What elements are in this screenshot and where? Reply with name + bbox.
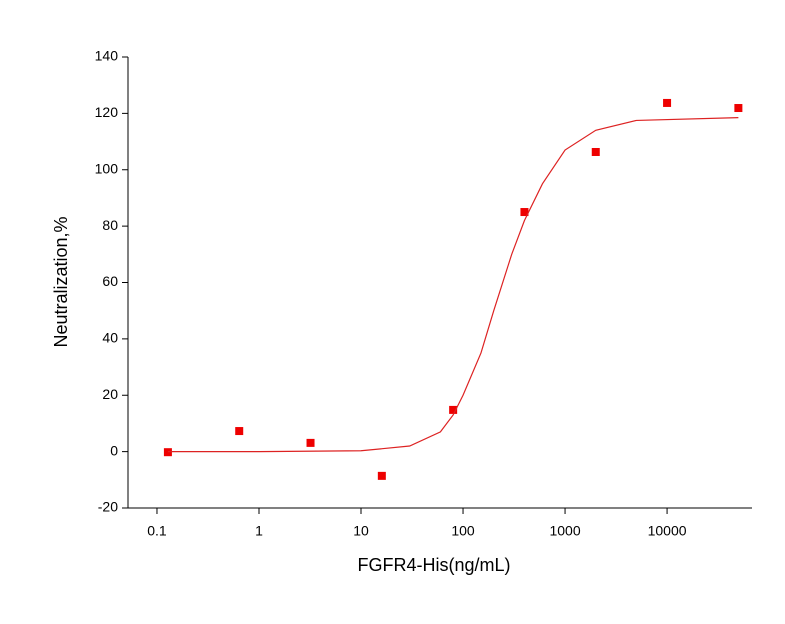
data-point [306, 438, 315, 447]
y-tick-label: 140 [95, 48, 119, 64]
data-point [377, 471, 386, 480]
x-tick-label: 1000 [549, 523, 580, 539]
y-tick-label: 100 [95, 160, 119, 176]
data-point [734, 104, 743, 113]
data-point [520, 208, 529, 217]
data-point [591, 147, 600, 156]
y-tick-label: -20 [98, 499, 118, 515]
x-tick-label: 1 [255, 523, 263, 539]
y-axis-title: Neutralization,% [51, 216, 71, 347]
x-tick-label: 10 [353, 523, 369, 539]
y-tick-label: 60 [102, 273, 118, 289]
y-tick-label: 40 [102, 330, 118, 346]
y-tick-label: 80 [102, 217, 118, 233]
fit-curve [167, 117, 739, 453]
x-tick-label: 10000 [648, 523, 687, 539]
y-tick-label: 120 [95, 104, 119, 120]
data-point [663, 98, 672, 107]
x-tick-label: 100 [451, 523, 475, 539]
y-tick-label: 20 [102, 386, 118, 402]
y-tick-label: 0 [110, 442, 118, 458]
x-tick-label: 0.1 [147, 523, 167, 539]
data-point [449, 405, 458, 414]
x-axis-title: FGFR4-His(ng/mL) [357, 555, 510, 575]
data-point [235, 427, 244, 436]
